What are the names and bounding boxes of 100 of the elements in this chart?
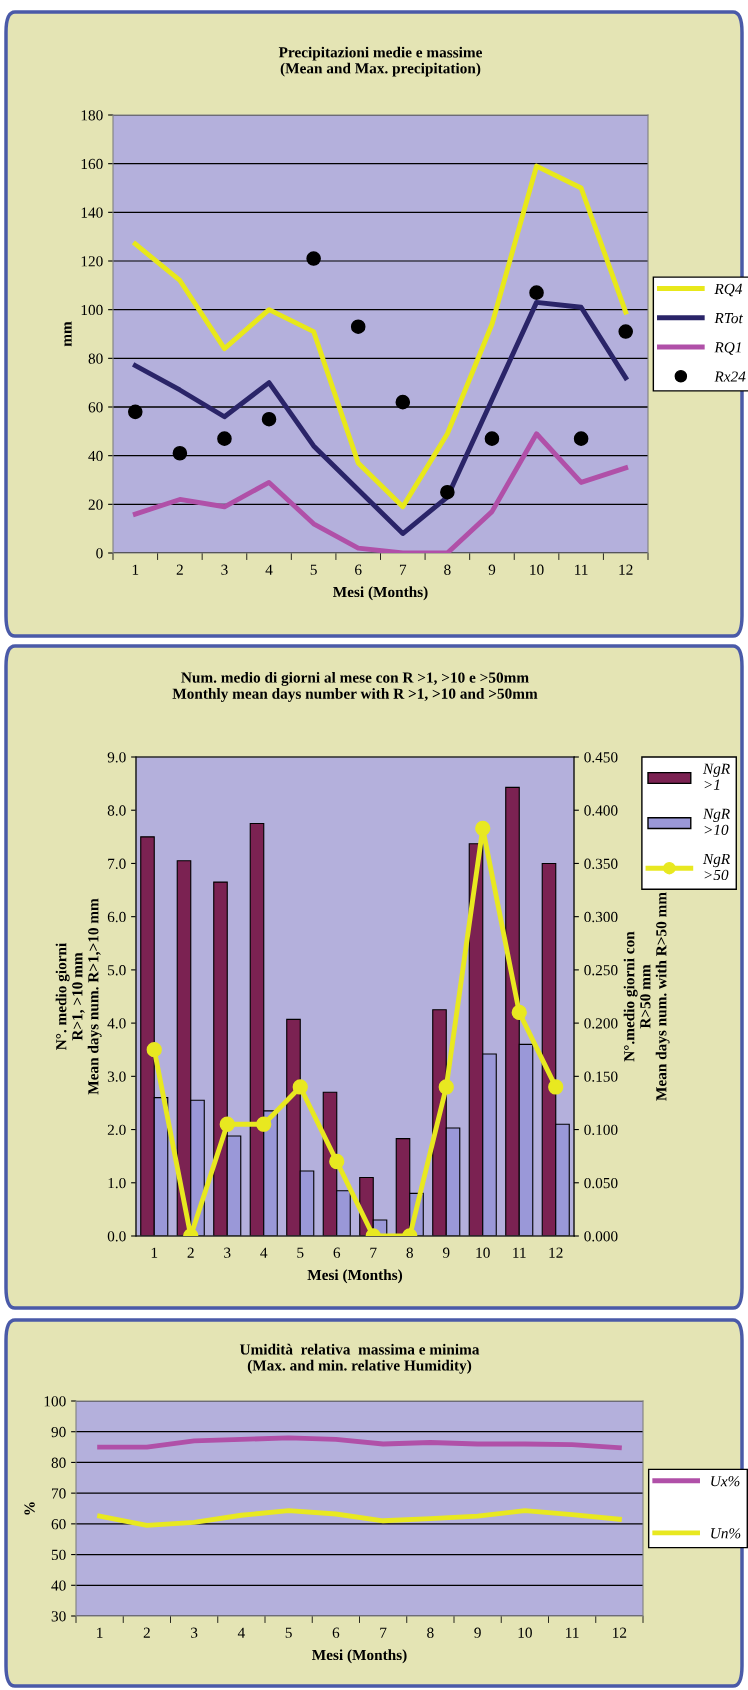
- point: [146, 1042, 162, 1058]
- y-tick-label: 80: [51, 1457, 66, 1468]
- y-tick-label: 20: [88, 499, 103, 510]
- y-tick-label: 60: [51, 1519, 66, 1530]
- x-tick-label: 1: [151, 1247, 158, 1258]
- y-tick-label: 9.0: [107, 752, 126, 763]
- x-axis-title: Mesi (Months): [307, 1269, 403, 1284]
- x-tick-label: 7: [370, 1247, 377, 1258]
- point: [261, 411, 277, 427]
- point: [292, 1079, 308, 1095]
- line-series: [132, 163, 629, 510]
- chart-title: Precipitazioni medie e massime (Mean and Max. precipitation): [278, 46, 483, 77]
- x-tick-label: 9: [474, 1627, 481, 1638]
- point: [438, 1079, 454, 1095]
- y2-tick-label: 0.250: [584, 965, 618, 976]
- y-tick-label: 0: [96, 548, 103, 559]
- y-tick-label: 100: [44, 1396, 66, 1407]
- legend-label: NgR >50: [702, 853, 730, 881]
- x-tick-label: 9: [488, 564, 496, 575]
- y-tick-label: 100: [81, 304, 103, 316]
- y-tick-label: 3.0: [107, 1071, 126, 1082]
- x-tick-label: 4: [260, 1247, 268, 1258]
- point: [573, 431, 589, 446]
- y-tick-label: 40: [51, 1580, 66, 1591]
- x-tick-label: 1: [132, 564, 139, 575]
- x-tick-label: 10: [518, 1627, 532, 1638]
- y-tick-label: 30: [51, 1611, 66, 1622]
- x-tick-label: 9: [442, 1247, 450, 1258]
- x-tick-label: 6: [355, 564, 362, 575]
- legend-label: RQ4: [714, 283, 743, 297]
- point: [256, 1116, 272, 1132]
- x-tick-label: 11: [566, 1627, 579, 1638]
- x-tick-label: 2: [143, 1627, 150, 1638]
- point: [511, 1004, 527, 1021]
- line-series: [97, 1508, 622, 1528]
- line-series: [97, 1435, 622, 1451]
- y-tick-label: 4.0: [107, 1018, 126, 1029]
- y-tick-label: 1.0: [108, 1177, 126, 1189]
- x-tick-label: 7: [380, 1627, 387, 1638]
- y-tick-label: 2.0: [107, 1124, 126, 1136]
- y-axis-title: %: [24, 1502, 35, 1515]
- y-tick-label: 90: [51, 1426, 66, 1438]
- x-tick-label: 6: [332, 1627, 340, 1638]
- y-tick-label: 80: [88, 353, 103, 364]
- y2-tick-label: 0.100: [584, 1124, 618, 1136]
- x-tick-label: 12: [619, 564, 633, 575]
- y2-tick-label: 0.000: [584, 1231, 618, 1242]
- x-tick-label: 4: [265, 564, 273, 575]
- x-tick-label: 3: [224, 1247, 231, 1258]
- y2-tick-label: 0.300: [584, 911, 618, 923]
- x-axis-title: Mesi (Months): [312, 1649, 407, 1664]
- y-tick-label: 70: [52, 1488, 66, 1499]
- y2-tick-label: 0.350: [584, 858, 618, 869]
- point: [618, 324, 633, 339]
- x-tick-label: 2: [176, 564, 183, 575]
- legend-label: NgR >1: [702, 763, 730, 790]
- x-axis-title: Mesi (Months): [333, 586, 428, 601]
- point: [440, 484, 455, 500]
- legend-label: Ux%: [711, 1475, 740, 1487]
- point: [395, 394, 411, 410]
- y-tick-label: 6.0: [107, 911, 126, 923]
- point: [172, 445, 188, 461]
- x-tick-label: 3: [191, 1627, 198, 1638]
- y-tick-label: 7.0: [108, 858, 126, 869]
- x-tick-label: 6: [333, 1247, 341, 1258]
- x-tick-label: 11: [513, 1247, 526, 1258]
- x-tick-label: 8: [406, 1247, 413, 1258]
- point: [529, 285, 544, 300]
- y-tick-label: 40: [88, 450, 103, 462]
- x-tick-label: 5: [285, 1627, 292, 1638]
- y-tick-label: 120: [81, 256, 103, 267]
- line-series: [132, 299, 629, 536]
- line-series: [132, 431, 629, 553]
- y-tick-label: 50: [51, 1549, 66, 1561]
- legend-label: Rx24: [714, 371, 746, 382]
- y-tick-label: 60: [88, 402, 103, 413]
- point: [350, 319, 366, 334]
- x-tick-label: 12: [613, 1627, 627, 1638]
- y2-tick-label: 0.400: [584, 805, 618, 816]
- legend-label: RQ1: [714, 342, 741, 355]
- x-tick-label: 4: [237, 1627, 245, 1638]
- x-tick-label: 7: [399, 564, 407, 575]
- point: [329, 1153, 345, 1170]
- x-tick-label: 10: [530, 564, 544, 575]
- point: [475, 820, 491, 836]
- x-tick-label: 2: [187, 1247, 194, 1258]
- x-tick-label: 5: [297, 1247, 304, 1258]
- x-tick-label: 12: [549, 1247, 563, 1258]
- y-tick-label: 180: [81, 110, 103, 121]
- x-tick-label: 11: [575, 564, 588, 575]
- point: [548, 1079, 564, 1095]
- point: [484, 431, 500, 446]
- chart-title: Umidità relativa massima e minima (Max. and min. relative Humidity): [239, 1343, 480, 1374]
- point: [219, 1116, 235, 1132]
- y-tick-label: 140: [81, 207, 103, 218]
- y2-axis-title: N°.medio giorni con R>50 mm Mean days num. with R>50 mm: [623, 892, 670, 1101]
- y2-tick-label: 0.150: [584, 1071, 618, 1082]
- chart-title: Num. medio di giorni al mese con R >1, >10 e >50mm Monthly mean days number with R >1, >10 and >50mm: [172, 671, 538, 702]
- y2-tick-label: 0.050: [584, 1177, 618, 1189]
- point: [128, 404, 143, 420]
